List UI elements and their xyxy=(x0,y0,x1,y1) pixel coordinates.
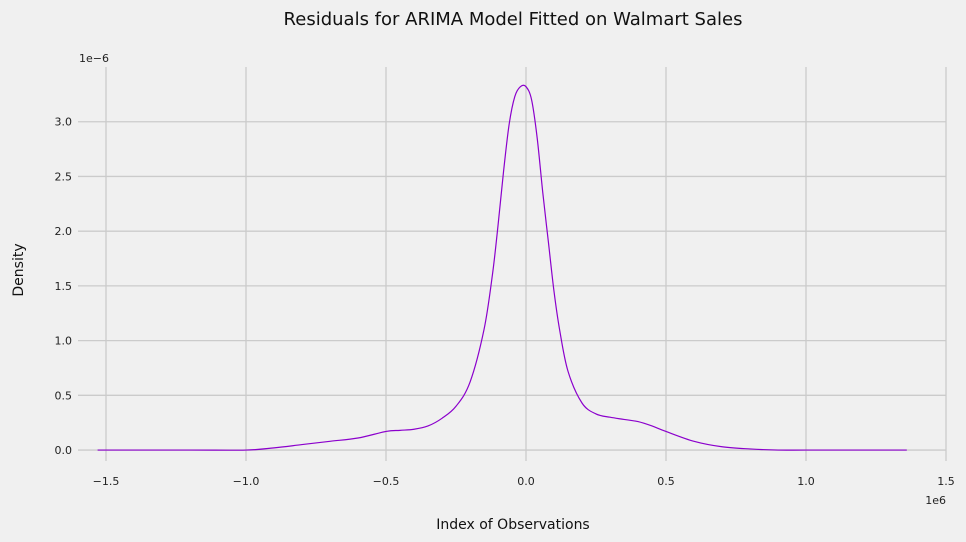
x-tick-label: −0.5 xyxy=(373,475,400,488)
y-tick-label: 1.5 xyxy=(55,280,73,293)
density-line xyxy=(97,84,907,451)
x-tick-label: 1.0 xyxy=(797,475,815,488)
x-tick-label: 1.5 xyxy=(937,475,955,488)
y-tick-label: 0.0 xyxy=(55,444,73,457)
x-offset-label: 1e6 xyxy=(925,494,946,507)
y-tick-label: 0.5 xyxy=(55,389,73,402)
y-tick-labels: 0.0 0.5 1.0 1.5 2.0 2.5 3.0 xyxy=(55,116,73,457)
x-tick-label: −1.5 xyxy=(93,475,120,488)
x-tick-label: 0.5 xyxy=(657,475,675,488)
y-tick-label: 2.0 xyxy=(55,225,73,238)
y-axis-label: Density xyxy=(11,243,27,296)
x-tick-label: 0.0 xyxy=(517,475,535,488)
series-layer xyxy=(97,84,907,451)
grid-lines xyxy=(78,67,947,461)
x-tick-label: −1.0 xyxy=(233,475,260,488)
x-axis-label: Index of Observations xyxy=(436,517,589,533)
y-tick-label: 3.0 xyxy=(55,116,73,129)
y-offset-label: 1e−6 xyxy=(79,52,109,65)
y-tick-label: 2.5 xyxy=(55,170,73,183)
y-tick-label: 1.0 xyxy=(55,335,73,348)
x-tick-labels: −1.5 −1.0 −0.5 0.0 0.5 1.0 1.5 xyxy=(93,475,955,488)
chart-title: Residuals for ARIMA Model Fitted on Walm… xyxy=(284,9,743,30)
